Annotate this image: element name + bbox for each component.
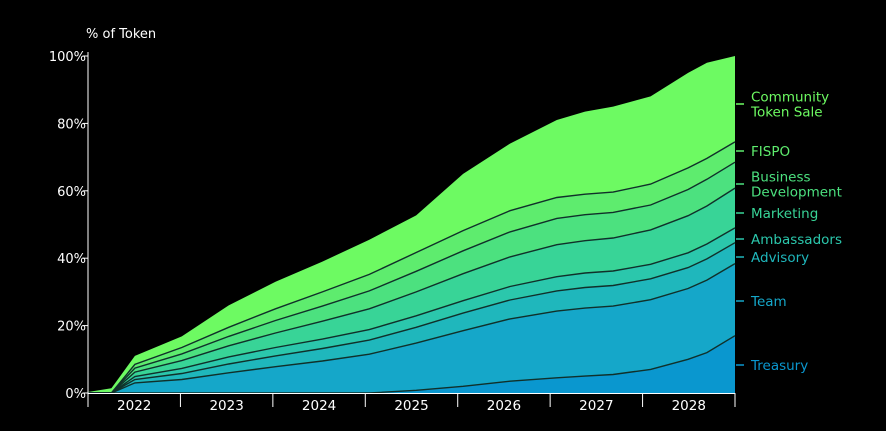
legend: Treasury Team Advisory Ambassadors Marketing… (736, 90, 842, 374)
x-tick-label: 2026 (487, 398, 521, 414)
area-treasury (88, 335, 735, 393)
x-axis: 2022 2023 2024 2025 2026 2027 2028 (87, 393, 736, 414)
legend-label-business-development: Business Development (751, 170, 842, 201)
x-tick-label: 2022 (117, 398, 151, 414)
y-tick-label: 40% (57, 252, 86, 267)
y-tick-label: 80% (57, 117, 86, 132)
y-tick-label: 20% (57, 320, 86, 335)
x-tick-label: 2027 (579, 398, 613, 414)
x-tick-label: 2024 (302, 398, 336, 414)
boundary-line-advisory (88, 242, 736, 394)
x-tick-label: 2025 (394, 398, 428, 414)
area-business-development (88, 162, 735, 393)
boundary-line-team (88, 262, 736, 394)
legend-label-ambassadors: Ambassadors (751, 232, 842, 248)
legend-label-treasury: Treasury (750, 358, 808, 374)
boundary-line-ambassadors (88, 227, 736, 394)
area-fispo (88, 141, 735, 393)
area-marketing (88, 188, 735, 393)
y-axis-label: % of Token (86, 27, 156, 42)
areas-group (88, 56, 736, 394)
area-team (88, 263, 735, 393)
x-tick-label: 2028 (672, 398, 706, 414)
legend-label-marketing: Marketing (751, 206, 818, 222)
legend-label-advisory: Advisory (751, 250, 809, 266)
y-tick-label: 0% (65, 387, 86, 402)
area-ambassadors (88, 227, 735, 393)
boundary-line-business-development (88, 161, 736, 394)
x-tick-label: 2023 (209, 398, 243, 414)
y-axis: 0% 20% 40% 60% 80% 100% (49, 50, 89, 402)
legend-label-fispo: FISPO (751, 144, 790, 160)
area-community-token-sale (88, 56, 735, 393)
legend-label-team: Team (750, 294, 787, 310)
y-tick-label: 100% (49, 50, 86, 65)
boundary-line-marketing (88, 187, 736, 394)
legend-label-community-token-sale: Community Token Sale (750, 90, 829, 121)
boundary-line-fispo (88, 141, 736, 394)
area-advisory (88, 242, 735, 393)
y-tick-label: 60% (57, 185, 86, 200)
